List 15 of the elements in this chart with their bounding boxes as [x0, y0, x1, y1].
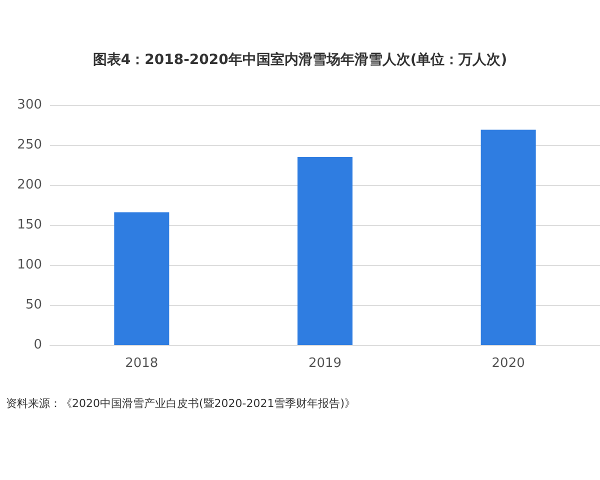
y-tick-label: 300: [17, 98, 42, 112]
y-tick-label: 150: [17, 218, 42, 232]
y-tick-label: 50: [25, 298, 42, 312]
text: 资料来源：《2020中国滑雪产业白皮书(暨2020-2021雪季财年报告)》: [6, 397, 356, 410]
y-tick-label: 100: [17, 258, 42, 272]
chart-title: 图表4：2018-2020年中国室内滑雪场年滑雪人次(单位：万人次): [92, 51, 508, 68]
y-tick-label: 0: [34, 338, 42, 352]
x-tick-label: 2020: [492, 356, 525, 371]
bar: [480, 130, 536, 345]
bar: [114, 212, 170, 345]
x-tick-label: 2019: [308, 356, 342, 371]
y-tick-label: 250: [17, 138, 42, 152]
bar: [298, 157, 352, 345]
y-tick-label: 200: [17, 178, 42, 192]
x-tick-label: 2018: [125, 356, 158, 371]
